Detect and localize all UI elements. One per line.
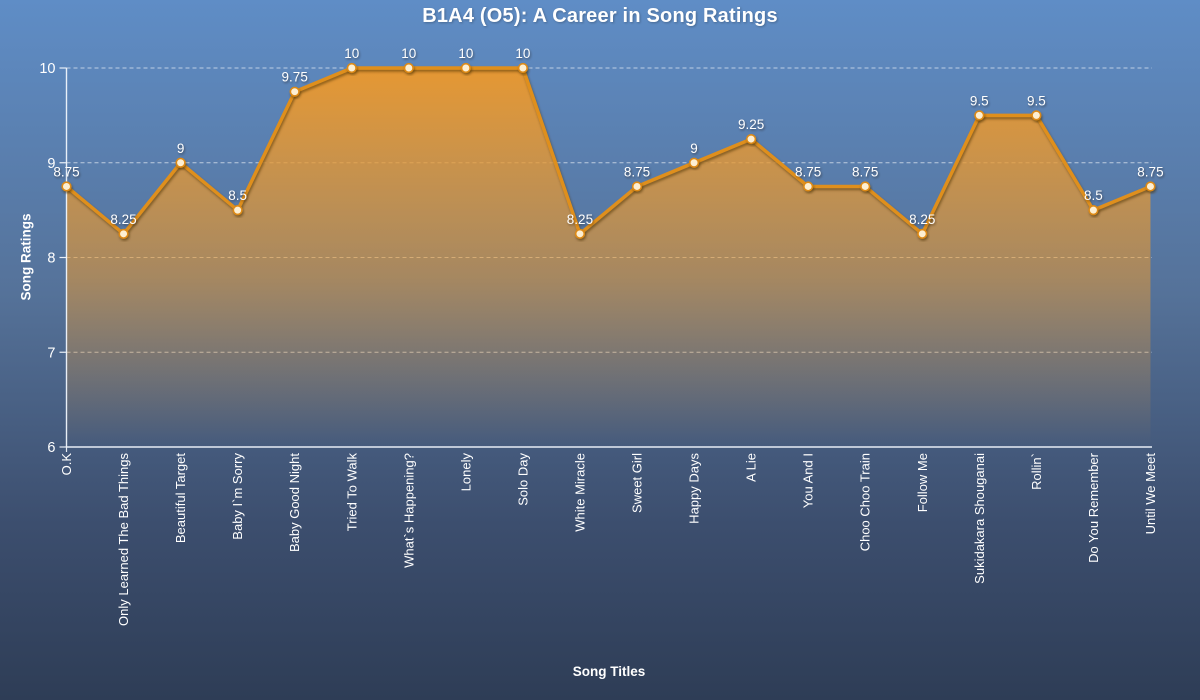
category-label: You And I: [801, 453, 816, 508]
data-point-marker: [860, 181, 871, 192]
data-point-label: 8.5: [1084, 188, 1103, 203]
data-point-marker: [61, 181, 72, 192]
data-point-label: 10: [515, 46, 530, 61]
data-point-marker: [346, 62, 357, 74]
category-label: Do You Remember: [1086, 452, 1101, 563]
data-point-marker: [1031, 110, 1042, 121]
data-point-label: 8.75: [1137, 164, 1163, 179]
data-point-marker: [175, 157, 186, 168]
data-point-marker: [1088, 205, 1099, 216]
category-label: Beautiful Target: [173, 453, 188, 543]
data-point-label: 8.75: [624, 164, 650, 179]
data-point-marker: [688, 157, 700, 168]
category-label: Sukidakara Shouganai: [972, 453, 987, 584]
category-label: What`s Happening?: [401, 453, 416, 568]
category-label: Baby I`m Sorry: [230, 453, 245, 540]
y-tick-label-7: 7: [47, 345, 55, 361]
data-point-label: 8.75: [53, 164, 79, 179]
category-label: Lonely: [458, 453, 473, 492]
category-label: Only Learned The Bad Things: [116, 453, 131, 626]
data-point-label: 8.75: [795, 164, 821, 179]
data-point-label: 9.5: [970, 93, 989, 108]
category-label: Choo Choo Train: [858, 453, 873, 551]
data-point-marker: [974, 110, 985, 121]
category-label: Until We Meet: [1143, 453, 1158, 535]
data-point-marker: [574, 228, 586, 239]
data-point-label: 8.25: [567, 212, 593, 227]
category-label: Rollin`: [1029, 453, 1044, 490]
data-point-label: 9: [177, 141, 185, 156]
y-tick-label-8: 8: [47, 251, 55, 267]
data-point-marker: [460, 62, 471, 74]
data-point-label: 8.5: [228, 188, 247, 203]
data-point-marker: [1145, 181, 1156, 192]
data-point-marker: [517, 62, 529, 74]
category-label: A Lie: [744, 453, 759, 482]
category-label: Tried To Walk: [344, 453, 359, 532]
data-point-label: 9.5: [1027, 93, 1046, 108]
category-label: O.K: [59, 453, 74, 476]
data-point-label: 10: [401, 46, 416, 61]
data-point-marker: [232, 205, 243, 216]
data-point-marker: [289, 86, 300, 97]
y-tick-label-9: 9: [47, 156, 55, 172]
x-axis-title: Song Titles: [572, 664, 646, 679]
data-point-label: 10: [344, 46, 359, 61]
category-label: Follow Me: [915, 453, 930, 512]
y-tick-label-10: 10: [39, 61, 55, 77]
category-label: Sweet Girl: [630, 453, 645, 513]
data-point-marker: [745, 133, 757, 145]
data-point-marker: [403, 62, 414, 74]
area-fill: [66, 68, 1151, 447]
data-point-label: 8.25: [909, 212, 935, 227]
data-point-marker: [118, 228, 129, 239]
category-label: Solo Day: [515, 453, 530, 506]
data-point-label: 9.25: [738, 117, 764, 132]
y-tick-label-6: 6: [47, 440, 55, 456]
data-point-label: 9: [690, 141, 698, 156]
data-point-marker: [917, 228, 928, 239]
data-point-marker: [803, 181, 814, 192]
data-point-marker: [631, 181, 643, 192]
chart-title: B1A4 (O5): A Career in Song Ratings: [422, 5, 778, 27]
series-line: [64, 66, 1153, 236]
data-point-label: 10: [458, 46, 473, 61]
data-point-label: 9.75: [282, 70, 308, 85]
category-label: Happy Days: [687, 453, 702, 524]
data-point-label: 8.25: [110, 212, 136, 227]
category-label: White Miracle: [572, 453, 587, 532]
category-label: Baby Good Night: [287, 453, 302, 552]
data-point-label: 8.75: [852, 164, 878, 179]
